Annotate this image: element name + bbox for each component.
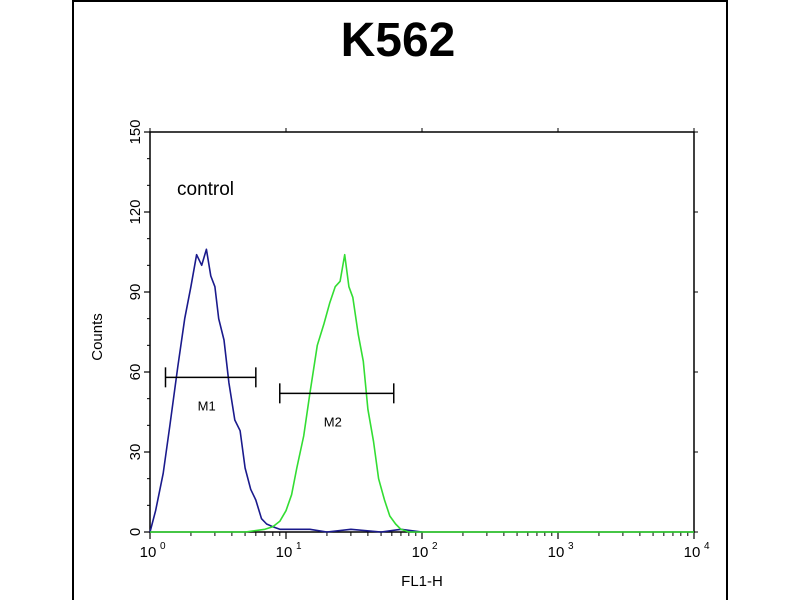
x-tick-label: 10 xyxy=(548,544,565,561)
y-axis-label: Counts xyxy=(89,313,106,361)
x-tick-label: 10 xyxy=(684,544,701,561)
control-annotation: control xyxy=(177,179,234,200)
y-tick-label: 90 xyxy=(127,284,144,301)
histogram-series-2 xyxy=(150,253,694,533)
histogram-series-1 xyxy=(149,248,423,533)
x-tick-label: 10 xyxy=(140,544,157,561)
gate-label: M2 xyxy=(324,414,342,429)
x-tick-exponent: 3 xyxy=(568,541,574,552)
x-tick-exponent: 4 xyxy=(704,541,710,552)
x-axis-label: FL1-H xyxy=(401,573,443,590)
figure-frame: K562 0 30 60 90 120 150 10 0 10 1 10 2 10 3 10 4 Counts F… xyxy=(72,0,728,600)
y-tick-label: 30 xyxy=(127,444,144,461)
gate-label: M1 xyxy=(198,398,216,413)
y-tick-label: 60 xyxy=(127,364,144,381)
x-tick-label: 10 xyxy=(412,544,429,561)
x-tick-label: 10 xyxy=(276,544,293,561)
chart-title: K562 xyxy=(341,14,456,67)
x-tick-exponent: 0 xyxy=(160,541,166,552)
x-tick-exponent: 2 xyxy=(432,541,438,552)
y-tick-label: 150 xyxy=(127,119,144,144)
y-tick-label: 120 xyxy=(127,199,144,224)
y-tick-label: 0 xyxy=(127,528,144,536)
x-tick-exponent: 1 xyxy=(296,541,302,552)
